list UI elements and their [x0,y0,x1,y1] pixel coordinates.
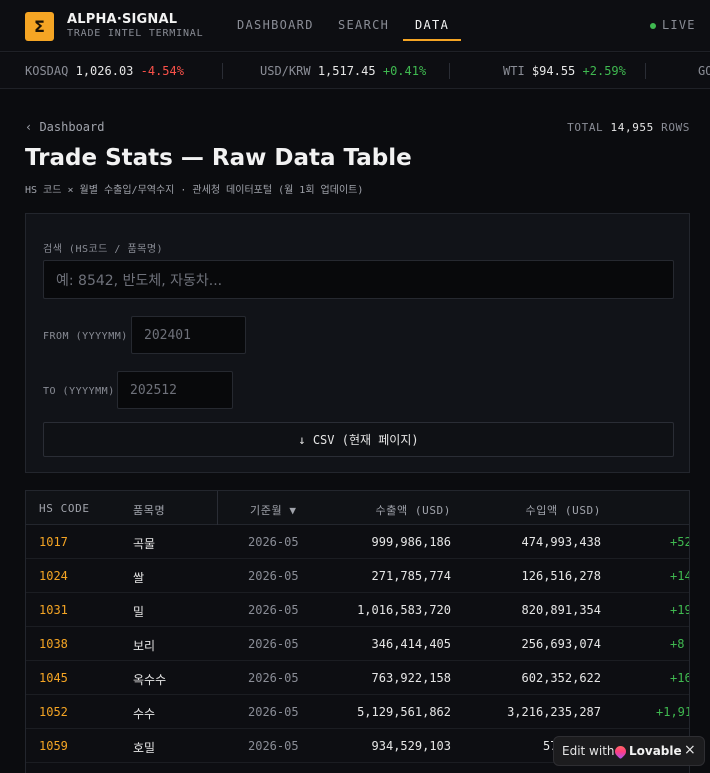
page-title: Trade Stats — Raw Data Table [25,145,412,171]
balance-cell: +19 [670,603,690,617]
live-status-dot-icon [650,23,656,29]
item-name-cell: 밀 [133,605,145,619]
ticker-divider [449,63,450,79]
export-cell: 763,922,158 [371,671,451,685]
import-cell: 820,891,354 [521,603,601,617]
export-cell: 934,529,103 [371,739,451,753]
balance-cell: +52 [670,535,690,549]
from-label: FROM (YYYYMM) [43,331,128,342]
month-cell: 2026-05 [248,535,299,549]
nav-search[interactable]: SEARCH [338,18,390,32]
column-header-import[interactable]: 수입액 (USD) [525,504,601,517]
close-icon[interactable]: × [684,742,696,758]
month-cell: 2026-05 [248,603,299,617]
ticker-item-partial: GO [698,64,710,78]
ticker-item-kosdaq: KOSDAQ 1,026.03 -4.54% [25,64,184,78]
month-cell: 2026-05 [248,671,299,685]
balance-cell: +14 [670,569,690,583]
hs-code-cell[interactable]: 1038 [39,637,68,651]
column-divider [217,491,218,525]
table-row[interactable]: 1052 수수 2026-05 5,129,561,862 3,216,235,… [26,695,690,729]
table-row[interactable]: 1045 옥수수 2026-05 763,922,158 602,352,622… [26,661,690,695]
back-to-dashboard-link[interactable]: ‹ Dashboard [25,120,105,134]
month-cell: 2026-05 [248,637,299,651]
edit-with-lovable-badge[interactable]: Edit with Lovable × [553,736,705,766]
item-name-cell: 곡물 [133,537,156,551]
import-cell: 126,516,278 [521,569,601,583]
edit-with-label[interactable]: Edit with [562,744,615,758]
table-row[interactable]: 1031 밀 2026-05 1,016,583,720 820,891,354… [26,593,690,627]
brand-name[interactable]: ALPHA·SIGNAL [67,12,178,27]
csv-download-button[interactable]: ↓ CSV (현재 페이지) [43,422,674,457]
sigma-logo-icon[interactable]: Σ [25,12,54,41]
balance-cell: +1,91 [656,705,690,719]
nav-active-indicator [403,39,461,41]
brand-subtitle: TRADE INTEL TERMINAL [67,28,204,39]
export-cell: 1,016,583,720 [357,603,451,617]
import-cell: 256,693,074 [521,637,601,651]
search-label: 검색 (HS코드 / 품목명) [43,244,164,255]
nav-dashboard[interactable]: DASHBOARD [237,18,314,32]
ticker-divider [222,63,223,79]
search-input[interactable]: 예: 8542, 반도체, 자동차... [43,260,674,299]
filter-panel: 검색 (HS코드 / 품목명) 예: 8542, 반도체, 자동차... FRO… [25,213,690,473]
balance-cell: +8 [670,637,685,651]
nav-data[interactable]: DATA [415,18,450,32]
total-rows-count: TOTAL 14,955 ROWS [567,121,690,134]
top-header: Σ ALPHA·SIGNAL TRADE INTEL TERMINAL DASH… [0,0,710,52]
column-header-item-name[interactable]: 품목명 [133,504,166,517]
to-label: TO (YYYYMM) [43,386,115,397]
month-cell: 2026-05 [248,569,299,583]
hs-code-cell[interactable]: 1052 [39,705,68,719]
item-name-cell: 쌀 [133,571,145,585]
item-name-cell: 옥수수 [133,673,167,687]
month-cell: 2026-05 [248,739,299,753]
ticker-item-usdkrw: USD/KRW 1,517.45 +0.41% [260,64,427,78]
ticker-divider [645,63,646,79]
ticker-item-wti: WTI $94.55 +2.59% [503,64,626,78]
table-header-row: HS CODE 품목명 기준월 ▼ 수출액 (USD) 수입액 (USD) [26,491,689,525]
import-cell: 3,216,235,287 [507,705,601,719]
item-name-cell: 수수 [133,707,156,721]
lovable-heart-icon [612,743,629,760]
market-ticker: KOSDAQ 1,026.03 -4.54% USD/KRW 1,517.45 … [0,53,710,89]
month-cell: 2026-05 [248,705,299,719]
item-name-cell: 보리 [133,639,156,653]
hs-code-cell[interactable]: 1059 [39,739,68,753]
import-cell: 474,993,438 [521,535,601,549]
column-header-month-sorted[interactable]: 기준월 ▼ [250,504,297,517]
to-month-input[interactable]: 202512 [117,371,233,409]
balance-cell: +16 [670,671,690,685]
table-row[interactable]: 1024 쌀 2026-05 271,785,774 126,516,278 +… [26,559,690,593]
export-cell: 999,986,186 [371,535,451,549]
import-cell: 602,352,622 [521,671,601,685]
hs-code-cell[interactable]: 1031 [39,603,68,617]
hs-code-cell[interactable]: 1045 [39,671,68,685]
column-header-hs-code[interactable]: HS CODE [39,502,90,515]
export-cell: 5,129,561,862 [357,705,451,719]
page-subtitle: HS 코드 × 월별 수출입/무역수지 · 관세청 데이터포털 (월 1회 업데… [25,185,364,196]
hs-code-cell[interactable]: 1024 [39,569,68,583]
table-row[interactable]: 1017 곡물 2026-05 999,986,186 474,993,438 … [26,525,690,559]
export-cell: 271,785,774 [371,569,451,583]
lovable-brand-label[interactable]: Lovable [629,744,682,758]
live-status-label: LIVE [662,18,696,32]
table-row[interactable]: 1038 보리 2026-05 346,414,405 256,693,074 … [26,627,689,661]
from-month-input[interactable]: 202401 [131,316,246,354]
item-name-cell: 호밀 [133,741,156,755]
hs-code-cell[interactable]: 1017 [39,535,68,549]
column-header-export[interactable]: 수출액 (USD) [375,504,451,517]
trade-data-table: HS CODE 품목명 기준월 ▼ 수출액 (USD) 수입액 (USD) 10… [25,490,690,773]
export-cell: 346,414,405 [371,637,451,651]
